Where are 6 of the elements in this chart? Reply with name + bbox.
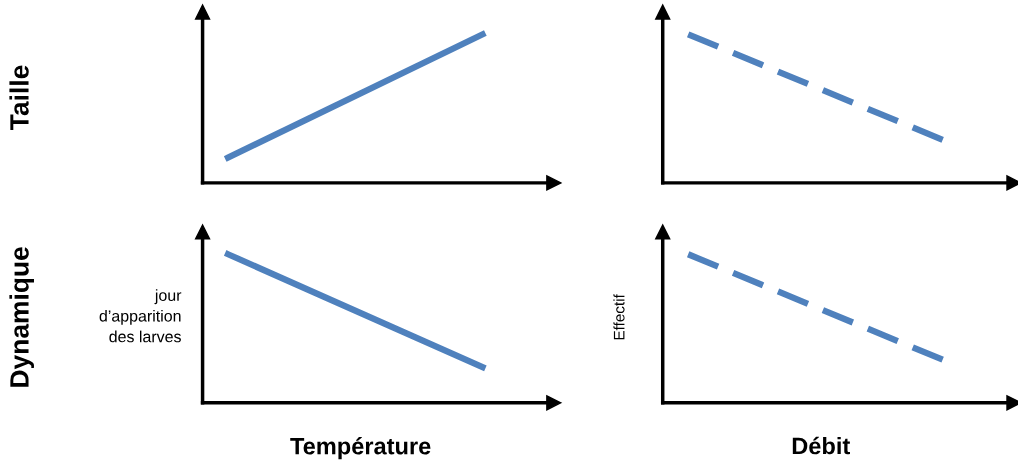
y-axis-title: Taille [9,65,29,130]
y-axis-title: Dynamique [9,247,34,387]
y-axis-title: Effectif [613,294,625,340]
x-axis-title: Débit [792,436,850,455]
text: jour d’apparition des larves [99,289,182,343]
x-axis-title: Température [290,436,431,460]
